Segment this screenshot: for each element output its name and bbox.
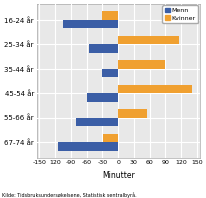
- Bar: [63, 20, 118, 28]
- X-axis label: Minutter: Minutter: [101, 171, 134, 180]
- Bar: [86, 93, 118, 102]
- Bar: [57, 142, 118, 151]
- Bar: [118, 60, 165, 69]
- Bar: [103, 133, 118, 142]
- Bar: [102, 69, 118, 77]
- Legend: Menn, Kvinner: Menn, Kvinner: [162, 5, 197, 23]
- Bar: [102, 11, 118, 20]
- Bar: [118, 85, 191, 93]
- Bar: [118, 109, 146, 118]
- Text: Kilde: Tidsbruksundersøkelsene, Statistisk sentralbyrå.: Kilde: Tidsbruksundersøkelsene, Statisti…: [2, 192, 136, 198]
- Bar: [89, 44, 118, 53]
- Bar: [118, 36, 178, 44]
- Bar: [76, 118, 118, 126]
